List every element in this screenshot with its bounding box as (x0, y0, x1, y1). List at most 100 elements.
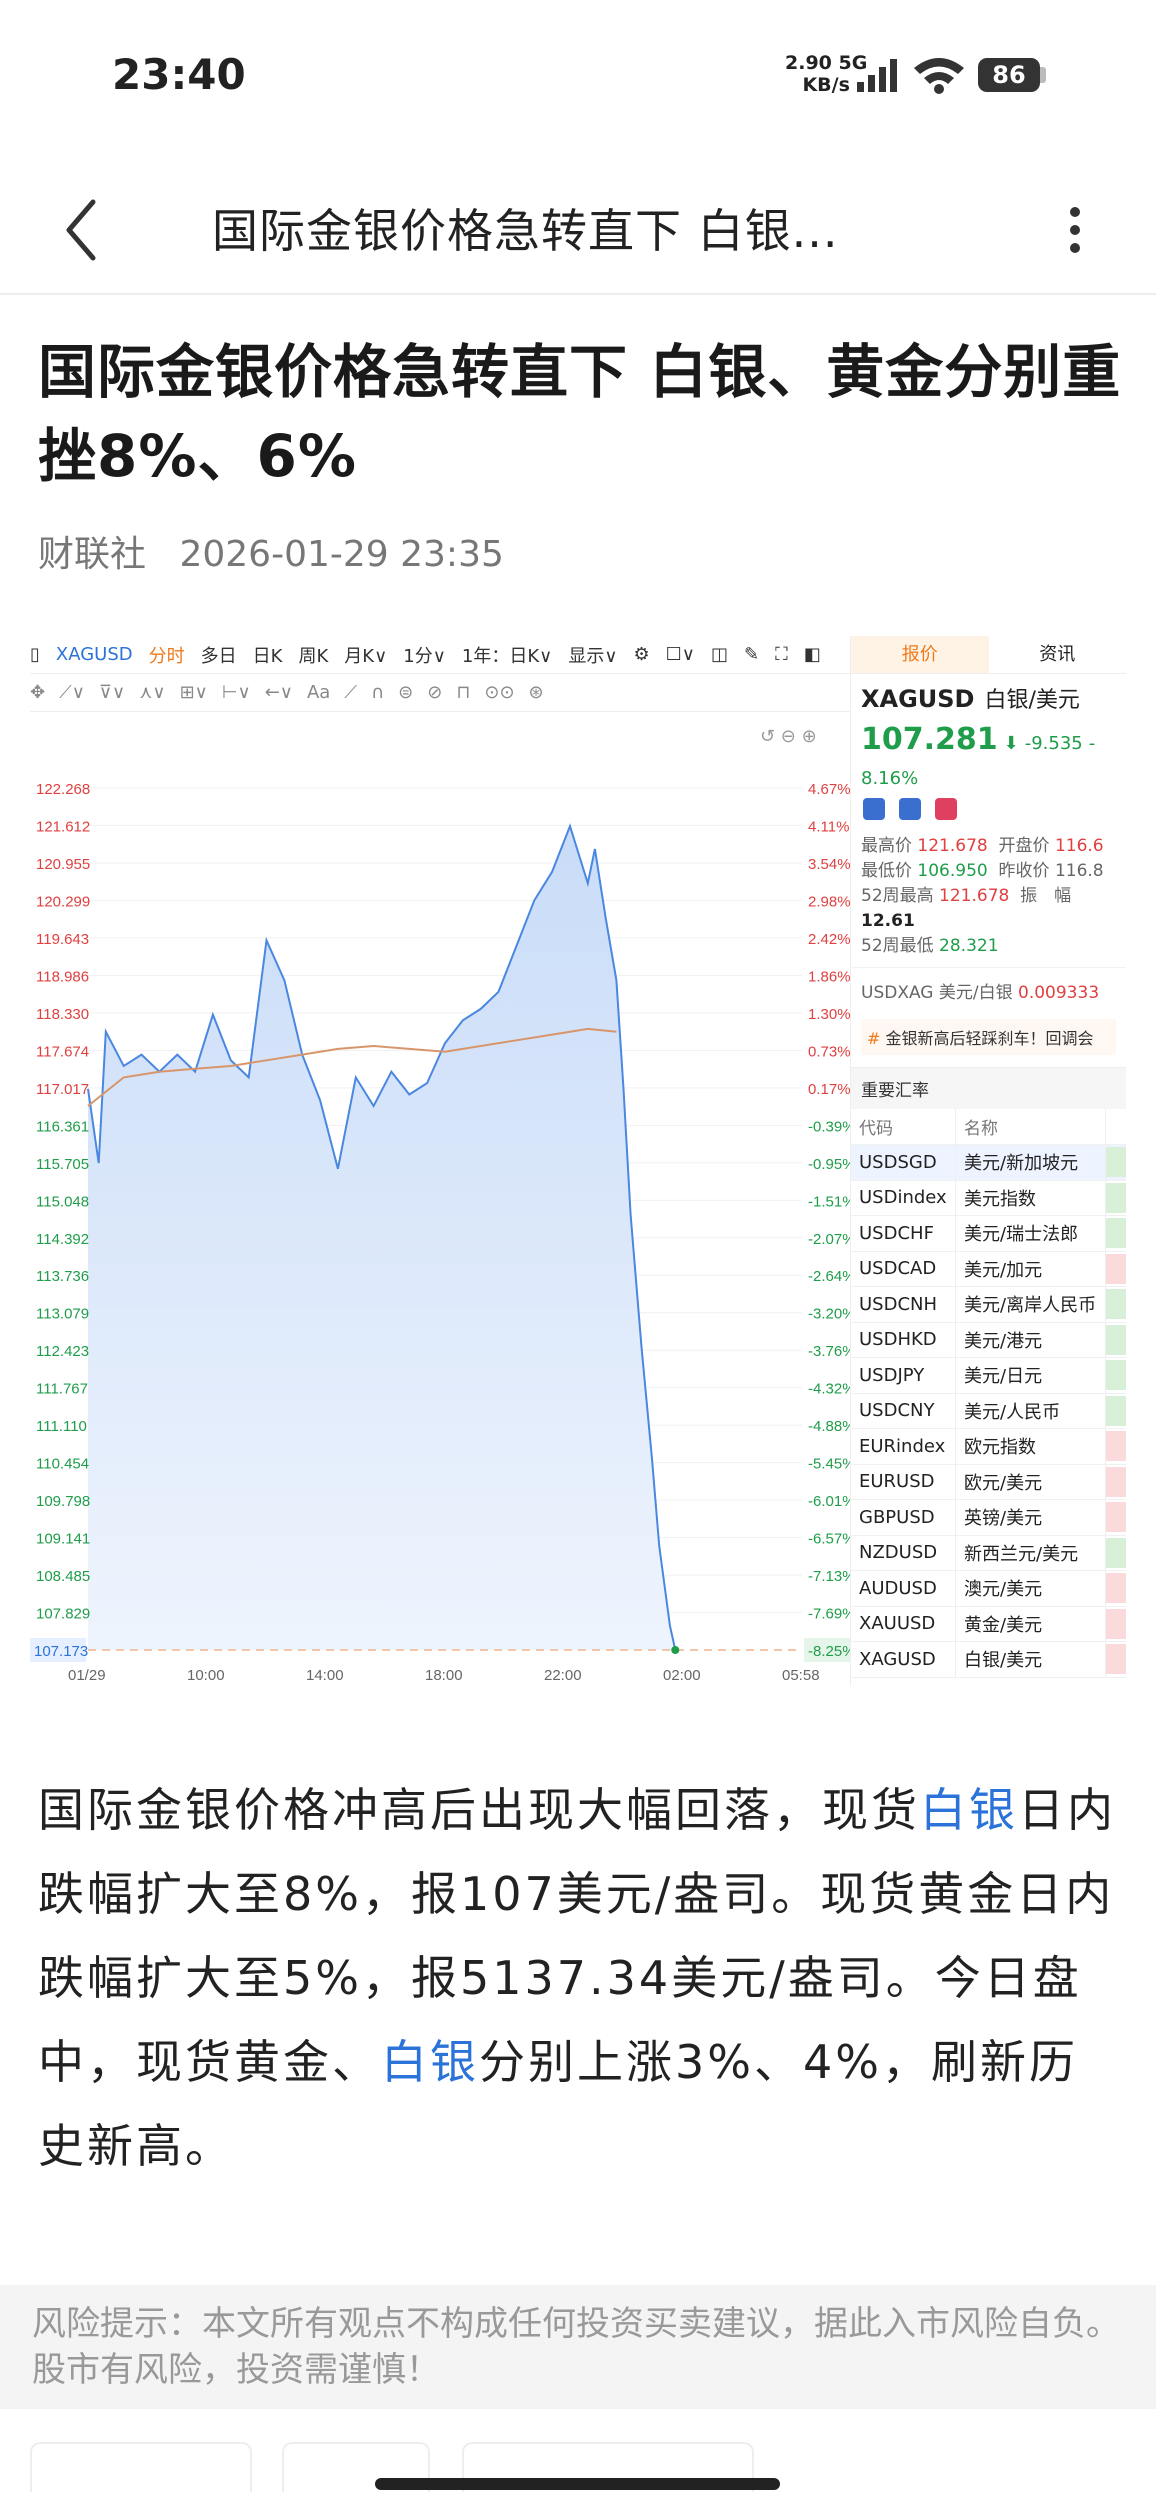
fx-name: 新西兰元/美元 (955, 1535, 1107, 1571)
chart-reset-icons: ↺ ⊖ ⊕ (760, 726, 817, 747)
bottom-card-stub[interactable] (462, 2442, 754, 2492)
fx-change-cell (1105, 1215, 1126, 1252)
draw-tool-icon[interactable]: ⊞∨ (179, 682, 208, 703)
camera-icon[interactable]: ◫ (710, 644, 728, 665)
fx-code: USDCAD (851, 1251, 957, 1287)
fx-change-marker (1106, 1644, 1126, 1675)
draw-tool-icon[interactable]: ⊛ (528, 682, 544, 703)
draw-tool-icon[interactable]: ⊢∨ (221, 682, 251, 703)
tab-range[interactable]: 1年：日K∨ (461, 645, 553, 667)
tab-multiday[interactable]: 多日 (200, 645, 237, 667)
fx-row[interactable]: GBPUSD 英镑/美元 (851, 1499, 1126, 1536)
fx-change-cell (1105, 1570, 1126, 1607)
fx-row[interactable]: EURindex 欧元指数 (851, 1428, 1126, 1465)
x-tick-label: 18:00 (425, 1667, 463, 1684)
fx-row[interactable]: AUDUSD 澳元/美元 (851, 1570, 1126, 1607)
fx-row[interactable]: USDHKD 美元/港元 (851, 1322, 1126, 1358)
settings-gear-icon[interactable]: ⚙ (633, 644, 650, 665)
calendar-icon[interactable] (899, 798, 921, 820)
fx-change-marker (1106, 1218, 1126, 1249)
fx-row[interactable]: USDCAD 美元/加元 (851, 1251, 1126, 1287)
hash-icon: # (867, 1029, 881, 1048)
net-speed: 2.90 5G KB/s (785, 52, 868, 96)
draw-tool-icon[interactable]: ⊘ (427, 682, 443, 703)
fx-row[interactable]: NZDUSD 新西兰元/美元 (851, 1535, 1126, 1571)
panel-toggle-icon[interactable]: ◧ (803, 644, 821, 665)
draw-tool-icon[interactable]: ⊙⊙ (484, 682, 515, 703)
promo-banner[interactable]: # 金银新高后轻踩刹车！回调会 (861, 1019, 1116, 1055)
fx-row[interactable]: XAGUSD 白银/美元 (851, 1641, 1126, 1678)
conversion-row[interactable]: USDXAG 美元/白银 0.009333 (851, 967, 1126, 1013)
y-tick-label: 114.392 (36, 1231, 89, 1248)
draw-tool-icon[interactable]: ⊓ (456, 682, 471, 703)
fx-row[interactable]: USDindex 美元指数 (851, 1180, 1126, 1216)
fx-change-cell (1105, 1144, 1126, 1181)
tab-daily-k[interactable]: 日K (252, 645, 283, 667)
y-tick-label: 113.079 (36, 1306, 89, 1323)
y-tick-label: 116.361 (36, 1118, 89, 1135)
globe-icon[interactable] (863, 798, 885, 820)
y-tick-pct-label: -3.20% (808, 1306, 850, 1323)
fx-row[interactable]: USDCNY 美元/人民币 (851, 1393, 1126, 1429)
tab-quote[interactable]: 报价 (851, 636, 989, 673)
tab-news[interactable]: 资讯 (1039, 644, 1076, 665)
stock-link-silver[interactable]: 白银 (920, 1783, 1018, 1837)
y-tick-label: 122.268 (36, 781, 90, 798)
draw-tool-icon[interactable]: ←∨ (264, 682, 293, 703)
fx-name: 黄金/美元 (955, 1606, 1107, 1642)
display-dropdown[interactable]: 显示∨ (568, 645, 618, 667)
quote-symbol: XAGUSD (861, 685, 975, 713)
bottom-card-stub[interactable] (30, 2442, 252, 2492)
article-meta: 财联社 2026-01-29 23:35 (38, 525, 526, 577)
heart-icon[interactable] (935, 798, 957, 820)
fx-name: 白银/美元 (955, 1641, 1107, 1678)
y-tick-pct-label: -3.76% (808, 1343, 850, 1360)
square-icon[interactable]: ☐∨ (665, 644, 695, 665)
y-tick-pct-label: 1.30% (808, 1006, 850, 1023)
down-arrow-icon: ⬇ (1003, 733, 1019, 754)
fx-code: USDindex (851, 1180, 957, 1216)
fx-row[interactable]: USDJPY 美元/日元 (851, 1357, 1126, 1394)
article-datetime: 2026-01-29 23:35 (179, 534, 504, 575)
fx-row[interactable]: USDCNH 美元/离岸人民币 (851, 1286, 1126, 1323)
fx-change-marker (1106, 1324, 1126, 1355)
tab-weekly-k[interactable]: 周K (298, 645, 329, 667)
y-tick-pct-label: -7.69% (808, 1606, 850, 1623)
draw-tool-icon[interactable]: ⟋∨ (59, 682, 85, 703)
fx-row[interactable]: USDSGD 美元/新加坡元 (851, 1144, 1126, 1181)
home-indicator[interactable] (375, 2478, 780, 2490)
draw-tool-icon[interactable]: ⊜ (398, 682, 414, 703)
y-tick-label: 115.048 (36, 1193, 89, 1210)
draw-tool-icon[interactable]: ⋏∨ (139, 682, 166, 703)
more-icon[interactable] (1060, 190, 1090, 270)
tab-1min[interactable]: 1分∨ (403, 645, 446, 667)
tab-monthly-k[interactable]: 月K∨ (344, 645, 388, 667)
draw-tool-icon[interactable]: ⊽∨ (98, 682, 126, 703)
stock-link-silver[interactable]: 白银 (381, 2035, 479, 2089)
status-bar: 23:40 2.90 5G KB/s 86 (0, 0, 1156, 150)
chart-symbol[interactable]: XAGUSD (55, 644, 133, 665)
fx-name: 美元/离岸人民币 (955, 1286, 1107, 1323)
y-tick-label: 113.736 (36, 1268, 89, 1285)
pencil-icon[interactable]: ✎ (744, 644, 760, 665)
bottom-card-stub[interactable] (282, 2442, 430, 2492)
y-tick-pct-label: -1.51% (808, 1193, 850, 1210)
draw-tool-icon[interactable]: ✥ (30, 682, 46, 703)
draw-tool-icon[interactable]: Aa (306, 682, 331, 703)
fullscreen-icon[interactable]: ⛶ (775, 644, 788, 665)
y-tick-label: 111.767 (36, 1381, 88, 1398)
draw-tool-icon[interactable]: ⟋ (344, 682, 357, 703)
fx-row[interactable]: EURUSD 欧元/美元 (851, 1464, 1126, 1500)
draw-tool-icon[interactable]: ∩ (370, 682, 385, 703)
back-icon[interactable] (55, 190, 115, 270)
average-line (87, 1027, 617, 1107)
quote-change: -9.535 (1024, 733, 1083, 754)
tab-fenshi[interactable]: 分时 (148, 645, 185, 667)
article-source[interactable]: 财联社 (38, 534, 147, 575)
fx-code: GBPUSD (851, 1499, 957, 1536)
y-tick-label: 107.829 (36, 1606, 90, 1623)
fx-row[interactable]: XAUUSD 黄金/美元 (851, 1606, 1126, 1642)
toolbar-checkbox[interactable]: ▯ (30, 644, 40, 665)
price-line (87, 823, 677, 1651)
fx-row[interactable]: USDCHF 美元/瑞士法郎 (851, 1215, 1126, 1252)
